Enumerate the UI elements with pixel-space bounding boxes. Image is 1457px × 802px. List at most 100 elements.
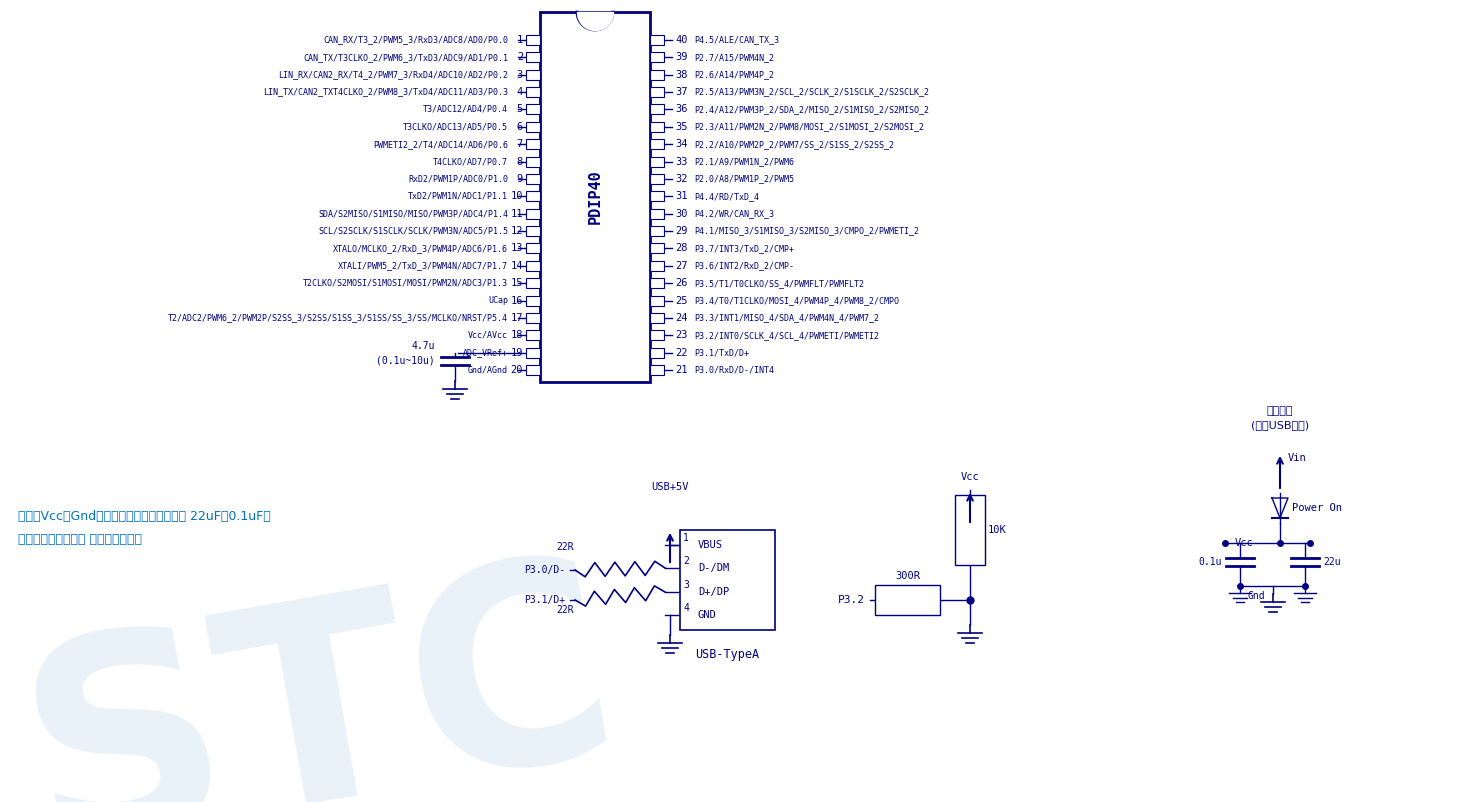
- Bar: [876, 585, 940, 615]
- Text: 2: 2: [517, 52, 523, 63]
- Text: P2.5/A13/PWM3N_2/SCL_2/SCLK_2/S1SCLK_2/S2SCLK_2: P2.5/A13/PWM3N_2/SCL_2/SCLK_2/S1SCLK_2/S…: [694, 87, 930, 96]
- Bar: [650, 156, 664, 167]
- Text: 22u: 22u: [1323, 557, 1340, 567]
- Text: 37: 37: [675, 87, 688, 97]
- Bar: [650, 295, 664, 306]
- Text: 27: 27: [675, 261, 688, 271]
- Text: USB-TypeA: USB-TypeA: [695, 648, 759, 661]
- Text: 34: 34: [675, 140, 688, 149]
- Text: P2.7/A15/PWM4N_2: P2.7/A15/PWM4N_2: [694, 53, 774, 62]
- Text: 1: 1: [517, 35, 523, 45]
- Bar: [650, 140, 664, 149]
- Bar: [650, 261, 664, 271]
- Text: 5: 5: [517, 104, 523, 115]
- Text: 25: 25: [675, 295, 688, 306]
- Text: RxD2/PWM1P/ADC0/P1.0: RxD2/PWM1P/ADC0/P1.0: [408, 175, 508, 184]
- Text: Power On: Power On: [1292, 503, 1342, 513]
- Text: GND: GND: [698, 610, 717, 620]
- Bar: [680, 530, 775, 630]
- Text: 38: 38: [675, 70, 688, 79]
- Text: Gnd: Gnd: [1247, 591, 1265, 601]
- Bar: [650, 226, 664, 236]
- Text: P3.1/D+: P3.1/D+: [525, 595, 565, 605]
- Text: 系统电源
(可从USB取电): 系统电源 (可从USB取电): [1252, 406, 1308, 430]
- Text: P3.0/D-: P3.0/D-: [525, 565, 565, 575]
- Text: 4: 4: [683, 603, 689, 613]
- Text: 9: 9: [517, 174, 523, 184]
- Text: UCap: UCap: [488, 296, 508, 305]
- Text: 8: 8: [517, 156, 523, 167]
- Text: 15: 15: [510, 278, 523, 288]
- Bar: [526, 104, 541, 115]
- Text: P2.0/A8/PWM1P_2/PWM5: P2.0/A8/PWM1P_2/PWM5: [694, 175, 794, 184]
- Text: P2.3/A11/PWM2N_2/PWM8/MOSI_2/S1MOSI_2/S2MOSI_2: P2.3/A11/PWM2N_2/PWM8/MOSI_2/S1MOSI_2/S2…: [694, 123, 924, 132]
- Text: P4.1/MISO_3/S1MISO_3/S2MISO_3/CMPO_2/PWMETI_2: P4.1/MISO_3/S1MISO_3/S2MISO_3/CMPO_2/PWM…: [694, 226, 919, 236]
- Text: 31: 31: [675, 192, 688, 201]
- Text: USB+5V: USB+5V: [651, 482, 689, 492]
- Text: T4CLKO/AD7/P0.7: T4CLKO/AD7/P0.7: [433, 157, 508, 166]
- Text: XTALI/PWM5_2/TxD_3/PWM4N/ADC7/P1.7: XTALI/PWM5_2/TxD_3/PWM4N/ADC7/P1.7: [338, 261, 508, 270]
- Text: P2.2/A10/PWM2P_2/PWM7/SS_2/S1SS_2/S2SS_2: P2.2/A10/PWM2P_2/PWM7/SS_2/S1SS_2/S2SS_2: [694, 140, 895, 148]
- Text: 14: 14: [510, 261, 523, 271]
- Bar: [650, 122, 664, 132]
- Text: 4.7u
(0.1u~10u): 4.7u (0.1u~10u): [376, 342, 436, 366]
- Text: LIN_RX/CAN2_RX/T4_2/PWM7_3/RxD4/ADC10/AD2/P0.2: LIN_RX/CAN2_RX/T4_2/PWM7_3/RxD4/ADC10/AD…: [278, 71, 508, 79]
- Text: PWMETI2_2/T4/ADC14/AD6/P0.6: PWMETI2_2/T4/ADC14/AD6/P0.6: [373, 140, 508, 148]
- Text: 17: 17: [510, 313, 523, 323]
- Text: 300R: 300R: [895, 571, 919, 581]
- Bar: [526, 278, 541, 288]
- Text: 29: 29: [675, 226, 688, 236]
- Text: Vcc/AVcc: Vcc/AVcc: [468, 330, 508, 340]
- Text: 22: 22: [675, 347, 688, 358]
- Text: TxD2/PWM1N/ADC1/P1.1: TxD2/PWM1N/ADC1/P1.1: [408, 192, 508, 200]
- Text: CAN_TX/T3CLKO_2/PWM6_3/TxD3/ADC9/AD1/P0.1: CAN_TX/T3CLKO_2/PWM6_3/TxD3/ADC9/AD1/P0.…: [303, 53, 508, 62]
- Text: P3.2: P3.2: [838, 595, 865, 605]
- Text: 1: 1: [683, 533, 689, 543]
- Text: 30: 30: [675, 209, 688, 219]
- Bar: [526, 140, 541, 149]
- Bar: [526, 244, 541, 253]
- Text: 35: 35: [675, 122, 688, 132]
- Text: P4.4/RD/TxD_4: P4.4/RD/TxD_4: [694, 192, 759, 200]
- Bar: [526, 365, 541, 375]
- Text: P2.1/A9/PWM1N_2/PWM6: P2.1/A9/PWM1N_2/PWM6: [694, 157, 794, 166]
- Bar: [526, 347, 541, 358]
- Text: P2.6/A14/PWM4P_2: P2.6/A14/PWM4P_2: [694, 71, 774, 79]
- Bar: [650, 52, 664, 63]
- Text: Vcc: Vcc: [960, 472, 979, 482]
- Bar: [526, 70, 541, 79]
- Text: D+/DP: D+/DP: [698, 587, 730, 597]
- Text: 23: 23: [675, 330, 688, 340]
- Text: 建议在Vcc和Gnd之间就近加上电源去耦电容 22uF和0.1uF，
可去除电源线噪声， 提高抗干扰能力: 建议在Vcc和Gnd之间就近加上电源去耦电容 22uF和0.1uF， 可去除电源…: [17, 510, 271, 546]
- Text: Gnd/AGnd: Gnd/AGnd: [468, 366, 508, 375]
- Bar: [650, 330, 664, 340]
- Text: 22R: 22R: [557, 542, 574, 552]
- Bar: [526, 156, 541, 167]
- Bar: [650, 347, 664, 358]
- Text: 20: 20: [510, 365, 523, 375]
- Text: P3.5/T1/T0CLKO/SS_4/PWMFLT/PWMFLT2: P3.5/T1/T0CLKO/SS_4/PWMFLT/PWMFLT2: [694, 278, 864, 288]
- Text: 0.1u: 0.1u: [1199, 557, 1222, 567]
- Text: 28: 28: [675, 244, 688, 253]
- Text: D-/DM: D-/DM: [698, 563, 730, 573]
- Bar: [650, 313, 664, 323]
- Text: 13: 13: [510, 244, 523, 253]
- Bar: [526, 35, 541, 45]
- Text: T3/ADC12/AD4/P0.4: T3/ADC12/AD4/P0.4: [423, 105, 508, 114]
- Bar: [650, 87, 664, 97]
- Bar: [650, 209, 664, 219]
- Bar: [526, 52, 541, 63]
- Bar: [526, 174, 541, 184]
- Bar: [526, 209, 541, 219]
- Bar: [650, 35, 664, 45]
- Text: P3.1/TxD/D+: P3.1/TxD/D+: [694, 348, 749, 357]
- Bar: [526, 87, 541, 97]
- Bar: [954, 495, 985, 565]
- Text: P3.2/INT0/SCLK_4/SCL_4/PWMETI/PWMETI2: P3.2/INT0/SCLK_4/SCL_4/PWMETI/PWMETI2: [694, 330, 879, 340]
- Text: VBUS: VBUS: [698, 540, 723, 550]
- Text: 26: 26: [675, 278, 688, 288]
- Bar: [650, 244, 664, 253]
- Text: 24: 24: [675, 313, 688, 323]
- Text: 16: 16: [510, 295, 523, 306]
- Bar: [650, 192, 664, 201]
